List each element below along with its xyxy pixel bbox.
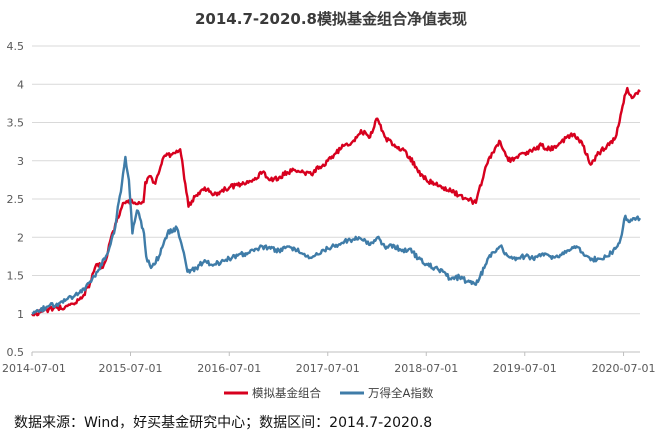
y-tick-label: 2.5 <box>7 193 25 206</box>
series-line-1 <box>31 155 642 315</box>
legend-label-0: 模拟基金组合 <box>252 386 321 400</box>
x-tick-label: 2019-07-01 <box>493 362 557 375</box>
gridlines <box>32 45 640 353</box>
series-line-0 <box>31 86 641 317</box>
legend-label-1: 万得全A指数 <box>368 386 434 400</box>
x-tick-label: 2016-07-01 <box>197 362 261 375</box>
x-tick-label: 2020-07-01 <box>592 362 656 375</box>
y-axis: 0.5 1 1.5 2 2.5 3 3.5 4 4.5 <box>7 40 25 359</box>
y-tick-label: 2 <box>17 231 24 244</box>
y-tick-label: 1 <box>17 308 24 321</box>
y-tick-label: 1.5 <box>7 270 25 283</box>
y-tick-label: 4 <box>17 78 24 91</box>
y-tick-label: 3 <box>17 155 24 168</box>
y-tick-label: 0.5 <box>7 346 25 359</box>
x-tick-label: 2015-07-01 <box>99 362 163 375</box>
chart-title: 2014.7-2020.8模拟基金组合净值表现 <box>195 10 467 28</box>
source-note: 数据来源：Wind，好买基金研究中心；数据区间：2014.7-2020.8 <box>14 415 433 431</box>
y-tick-label: 4.5 <box>7 40 25 53</box>
series-lines <box>31 86 642 317</box>
legend: 模拟基金组合 万得全A指数 <box>224 386 434 400</box>
x-tick-label: 2017-07-01 <box>296 362 360 375</box>
x-tick-label: 2018-07-01 <box>394 362 458 375</box>
x-tick-label: 2014-07-01 <box>2 362 66 375</box>
y-tick-label: 3.5 <box>7 117 25 130</box>
x-axis: 2014-07-01 2015-07-01 2016-07-01 2017-07-01… <box>2 351 656 375</box>
